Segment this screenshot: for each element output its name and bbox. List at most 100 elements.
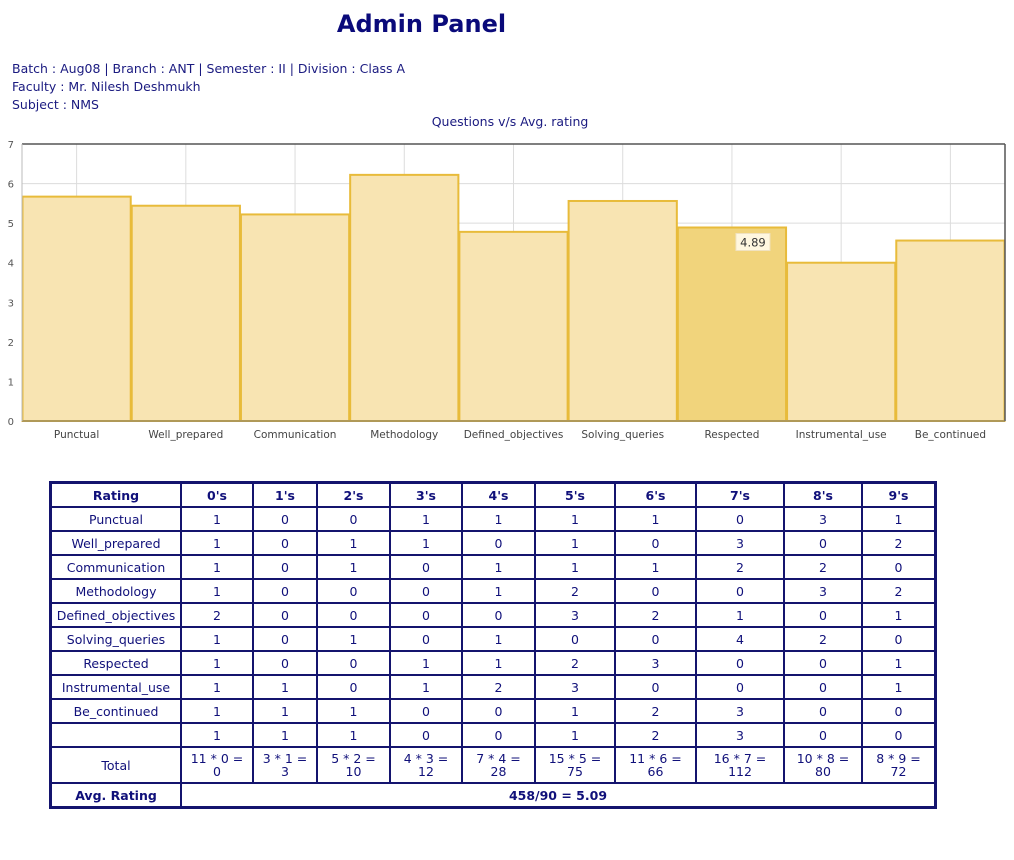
rating-count: 2 xyxy=(535,651,615,675)
y-tick-label: 1 xyxy=(8,377,14,388)
rating-count: 3 xyxy=(535,675,615,699)
rating-count: 2 xyxy=(784,627,862,651)
rating-count: 3 xyxy=(696,723,784,747)
rating-count: 1 xyxy=(535,723,615,747)
rating-count: 0 xyxy=(615,531,696,555)
row-label: Methodology xyxy=(51,579,181,603)
x-tick-label: Defined_objectives xyxy=(464,429,564,441)
x-tick-label: Well_prepared xyxy=(148,429,223,441)
table-row: Methodology 1 0 0 0 1 2 0 0 3 2 xyxy=(51,579,935,603)
total-cell: 7 * 4 = 28 xyxy=(462,747,535,783)
rating-count: 0 xyxy=(317,603,390,627)
row-label: Well_prepared xyxy=(51,531,181,555)
rating-count: 1 xyxy=(317,531,390,555)
rating-count: 1 xyxy=(462,651,535,675)
rating-count: 1 xyxy=(462,555,535,579)
rating-count: 1 xyxy=(253,723,317,747)
rating-count: 0 xyxy=(784,675,862,699)
faculty-info: Faculty : Mr. Nilesh Deshmukh xyxy=(12,79,201,94)
column-header: Rating xyxy=(51,483,181,507)
y-tick-label: 7 xyxy=(8,140,14,151)
total-expression: 11 * 6 = xyxy=(629,751,682,766)
rating-count: 1 xyxy=(696,603,784,627)
rating-count: 1 xyxy=(390,531,462,555)
rating-count: 0 xyxy=(317,507,390,531)
total-result: 80 xyxy=(815,764,831,779)
rating-count: 1 xyxy=(181,507,253,531)
rating-count: 1 xyxy=(862,651,935,675)
rating-count: 0 xyxy=(696,507,784,531)
total-cell: 3 * 1 = 3 xyxy=(253,747,317,783)
total-expression: 16 * 7 = xyxy=(713,751,767,766)
rating-count: 0 xyxy=(462,603,535,627)
rating-count: 3 xyxy=(535,603,615,627)
bar-be_continued xyxy=(895,239,1006,422)
total-cell: 15 * 5 = 75 xyxy=(535,747,615,783)
total-result: 75 xyxy=(567,764,583,779)
total-expression: 15 * 5 = xyxy=(548,751,602,766)
rating-count: 0 xyxy=(253,627,317,651)
rating-count: 1 xyxy=(862,603,935,627)
total-result: 0 xyxy=(213,764,221,779)
table-header-row: Rating 0's 1's 2's 3's 4's 5's 6's 7's 8's 9's xyxy=(51,483,935,507)
rating-count: 2 xyxy=(462,675,535,699)
rating-count: 1 xyxy=(181,723,253,747)
rating-count: 0 xyxy=(696,579,784,603)
rating-count: 0 xyxy=(615,675,696,699)
rating-count: 0 xyxy=(862,555,935,579)
rating-count: 0 xyxy=(390,603,462,627)
rating-count: 3 xyxy=(784,579,862,603)
row-label: Communication xyxy=(51,555,181,579)
rating-count: 0 xyxy=(696,651,784,675)
total-expression: 11 * 0 = xyxy=(190,751,244,766)
column-header: 0's xyxy=(181,483,253,507)
x-tick-label: Instrumental_use xyxy=(796,429,887,441)
rating-count: 0 xyxy=(784,531,862,555)
rating-count: 2 xyxy=(696,555,784,579)
rating-count: 1 xyxy=(535,555,615,579)
rating-count: 0 xyxy=(390,627,462,651)
total-cell: 4 * 3 = 12 xyxy=(390,747,462,783)
bar-solving_queries xyxy=(567,199,678,422)
rating-count: 1 xyxy=(862,675,935,699)
row-label: Instrumental_use xyxy=(51,675,181,699)
total-cell: 10 * 8 = 80 xyxy=(784,747,862,783)
tooltip-value: 4.89 xyxy=(740,235,766,249)
rating-count: 0 xyxy=(784,723,862,747)
rating-count: 3 xyxy=(696,531,784,555)
rating-count: 1 xyxy=(317,699,390,723)
page-title: Admin Panel xyxy=(336,10,507,38)
rating-count: 0 xyxy=(390,699,462,723)
rating-count: 2 xyxy=(615,699,696,723)
rating-count: 1 xyxy=(615,555,696,579)
rating-count: 1 xyxy=(462,507,535,531)
rating-count: 1 xyxy=(390,651,462,675)
y-tick-label: 4 xyxy=(8,259,14,270)
rating-count: 0 xyxy=(253,507,317,531)
rating-count: 0 xyxy=(390,723,462,747)
bar-instrumental_use xyxy=(786,261,897,423)
x-tick-label: Solving_queries xyxy=(581,429,664,441)
column-header: 1's xyxy=(253,483,317,507)
table-row: Defined_objectives 2 0 0 0 0 3 2 1 0 1 xyxy=(51,603,935,627)
column-header: 3's xyxy=(390,483,462,507)
total-cell: 16 * 7 = 112 xyxy=(696,747,784,783)
rating-count: 0 xyxy=(317,651,390,675)
subject-info: Subject : NMS xyxy=(12,97,99,112)
table-row: Be_continued 1 1 1 0 0 1 2 3 0 0 xyxy=(51,699,935,723)
total-result: 66 xyxy=(647,764,664,779)
bar-well_prepared xyxy=(130,204,241,422)
rating-count: 1 xyxy=(181,531,253,555)
tooltip-box xyxy=(735,232,771,251)
rating-count: 1 xyxy=(317,555,390,579)
avg-rating-row: Avg. Rating 458/90 = 5.09 xyxy=(51,783,935,807)
rating-count: 0 xyxy=(462,723,535,747)
x-tick-label: Be_continued xyxy=(915,429,986,441)
rating-count: 2 xyxy=(615,603,696,627)
rating-count: 0 xyxy=(784,603,862,627)
column-header: 8's xyxy=(784,483,862,507)
rating-count: 1 xyxy=(862,507,935,531)
column-header: 4's xyxy=(462,483,535,507)
row-label: Be_continued xyxy=(51,699,181,723)
rating-count: 0 xyxy=(862,699,935,723)
